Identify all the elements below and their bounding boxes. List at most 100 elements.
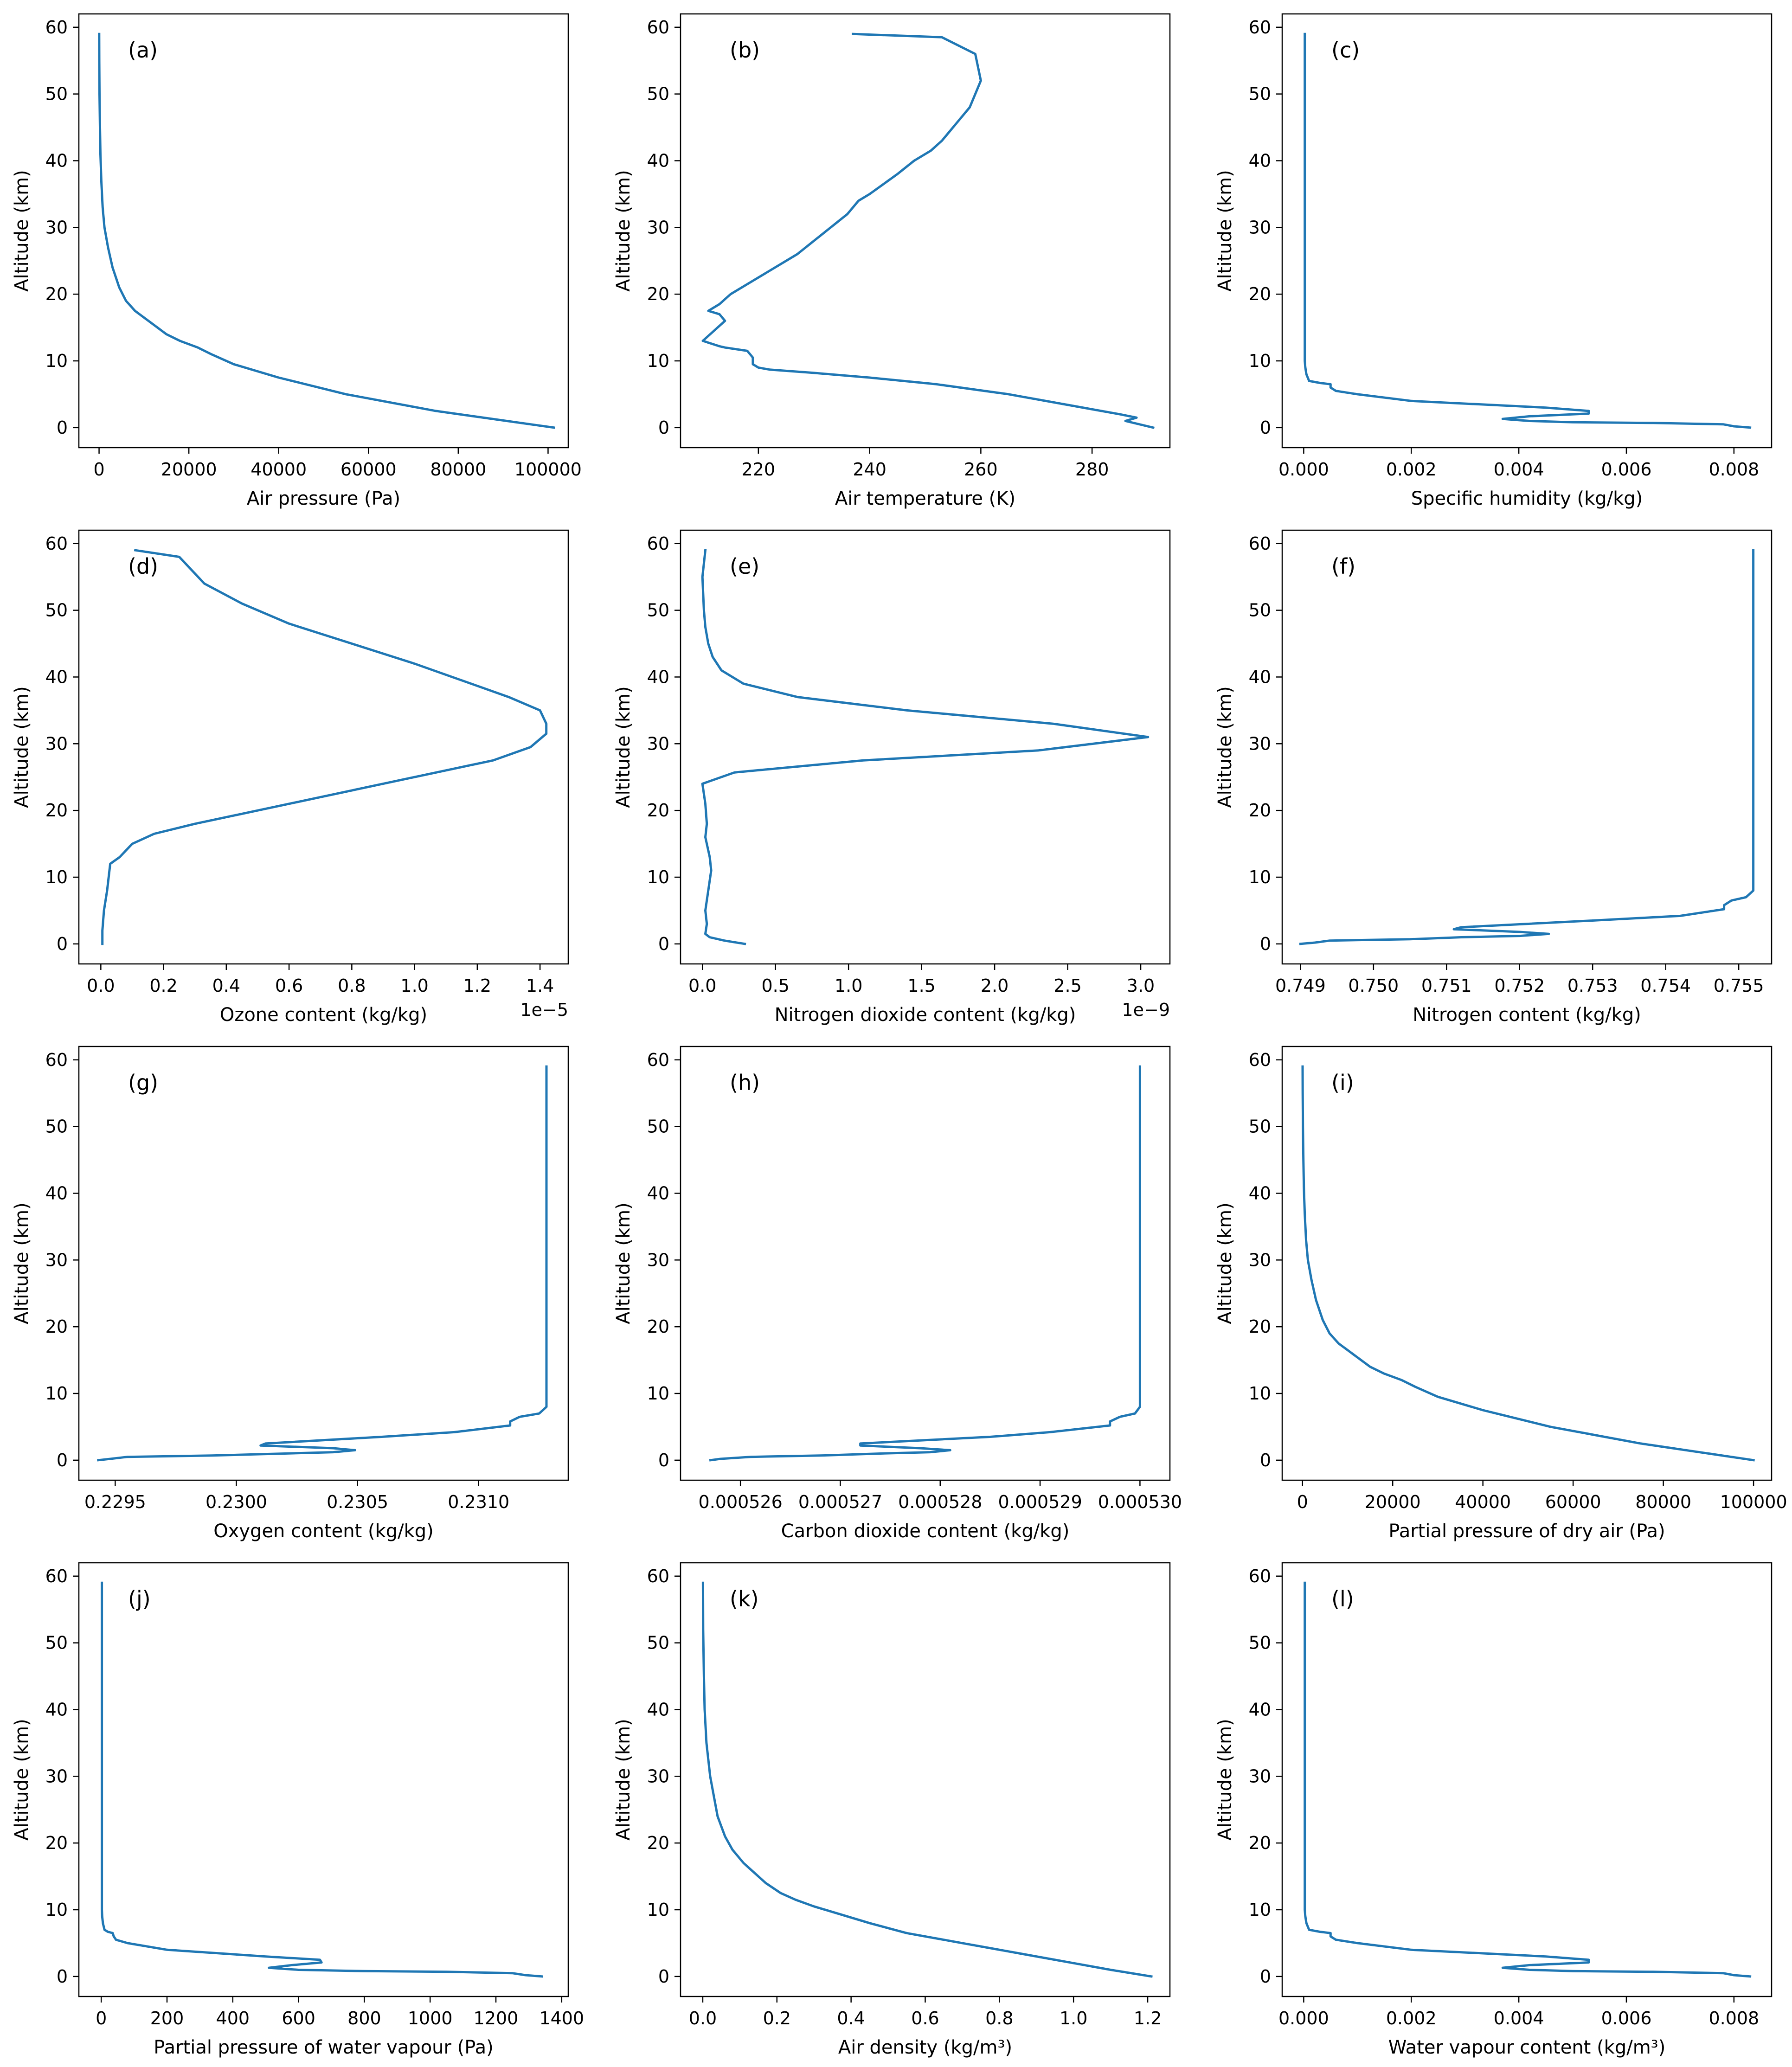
y-tick-label-g: 10 [45, 1383, 68, 1404]
x-tick-label-j: 0 [96, 2008, 107, 2028]
y-tick-label-f: 40 [1249, 667, 1271, 687]
y-axis-label-a: Altitude (km) [11, 170, 32, 291]
x-tick-label-i: 20000 [1365, 1492, 1421, 1512]
y-tick-label-j: 10 [45, 1900, 68, 1920]
y-tick-label-g: 20 [45, 1316, 68, 1337]
y-tick-label-g: 50 [45, 1117, 68, 1137]
y-tick-label-c: 0 [1260, 417, 1271, 438]
y-tick-label-b: 60 [647, 17, 669, 38]
x-tick-label-a: 60000 [340, 459, 397, 480]
x-tick-label-j: 1400 [539, 2008, 584, 2028]
panel-c: 0.000 0.002 0.004 0.006 0.008 0 10 20 30 40 50 60 Sp… [1214, 13, 1773, 509]
x-tick-label-d: 0.6 [275, 976, 303, 996]
x-axis-label-b: Air temperature (K) [835, 488, 1015, 509]
y-tick-label-a: 40 [45, 150, 68, 171]
y-tick-label-a: 10 [45, 351, 68, 371]
y-axis-label-f: Altitude (km) [1214, 686, 1236, 808]
y-tick-label-e: 0 [658, 934, 669, 954]
panel-j: 0 200 400 600 800 1000 1200 1400 0 10 20 30 40 50 60 Pa… [11, 1562, 584, 2058]
x-tick-label-k: 0.8 [985, 2008, 1013, 2028]
x-tick-label-h: 0.000530 [1098, 1492, 1182, 1512]
axes-frame-i [1281, 1046, 1773, 1481]
x-tick-label-d: 0.0 [87, 976, 115, 996]
y-tick-label-c: 10 [1249, 351, 1271, 371]
x-tick-label-e: 1.0 [835, 976, 862, 996]
x-axis-label-h: Carbon dioxide content (kg/kg) [781, 1521, 1070, 1542]
x-tick-label-e: 3.0 [1127, 976, 1155, 996]
x-tick-label-c: 0.002 [1386, 459, 1437, 480]
y-tick-label-h: 20 [647, 1316, 669, 1337]
y-tick-label-k: 20 [647, 1833, 669, 1853]
x-tick-label-l: 0.004 [1494, 2008, 1544, 2028]
panel-g: 0.2295 0.2300 0.2305 0.2310 0 10 20 30 40 50 60 Oxy… [11, 1046, 569, 1542]
panel-label-c: (c) [1331, 38, 1360, 63]
panel-b: 220 240 260 280 0 10 20 30 40 50 60 Air temperature… [613, 13, 1171, 509]
y-tick-label-j: 30 [45, 1766, 68, 1786]
y-tick-label-g: 0 [57, 1450, 68, 1470]
x-tick-label-h: 0.000528 [898, 1492, 982, 1512]
y-tick-label-j: 40 [45, 1699, 68, 1720]
y-tick-label-f: 60 [1249, 533, 1271, 554]
y-tick-label-d: 30 [45, 733, 68, 754]
y-tick-label-d: 40 [45, 667, 68, 687]
panel-label-b: (b) [730, 38, 760, 63]
y-tick-label-h: 60 [647, 1050, 669, 1070]
x-axis-label-d: Ozone content (kg/kg) [220, 1004, 427, 1026]
x-offset-text-d: 1e−5 [520, 1000, 568, 1020]
x-tick-label-g: 0.2305 [327, 1492, 388, 1512]
axes-frame-h [680, 1046, 1171, 1481]
x-tick-label-l: 0.000 [1278, 2008, 1329, 2028]
x-tick-label-b: 280 [1075, 459, 1109, 480]
panel-label-k: (k) [730, 1586, 759, 1611]
x-tick-label-l: 0.006 [1601, 2008, 1652, 2028]
y-tick-label-c: 30 [1249, 217, 1271, 238]
y-tick-label-c: 20 [1249, 284, 1271, 304]
x-tick-label-l: 0.008 [1709, 2008, 1759, 2028]
y-tick-label-h: 30 [647, 1250, 669, 1270]
x-tick-label-e: 2.0 [981, 976, 1008, 996]
x-tick-label-l: 0.002 [1386, 2008, 1437, 2028]
x-tick-label-f: 0.749 [1275, 976, 1326, 996]
x-tick-label-d: 1.2 [463, 976, 491, 996]
x-tick-label-i: 60000 [1545, 1492, 1601, 1512]
x-tick-label-k: 0.4 [837, 2008, 865, 2028]
y-axis-label-c: Altitude (km) [1214, 170, 1236, 291]
x-tick-label-d: 0.8 [338, 976, 366, 996]
y-tick-label-l: 60 [1249, 1566, 1271, 1586]
x-tick-label-g: 0.2295 [84, 1492, 146, 1512]
y-tick-label-k: 50 [647, 1633, 669, 1653]
y-tick-label-a: 0 [57, 417, 68, 438]
x-tick-label-j: 1000 [408, 2008, 453, 2028]
y-tick-label-c: 40 [1249, 150, 1271, 171]
x-tick-label-d: 0.2 [149, 976, 177, 996]
y-axis-label-e: Altitude (km) [613, 686, 634, 808]
y-tick-label-j: 50 [45, 1633, 68, 1653]
series-line-c [1304, 32, 1752, 429]
x-tick-label-j: 200 [150, 2008, 184, 2028]
y-tick-label-h: 40 [647, 1183, 669, 1203]
y-tick-label-b: 0 [658, 417, 669, 438]
x-tick-label-d: 0.4 [212, 976, 240, 996]
y-tick-label-e: 20 [647, 800, 669, 821]
x-tick-label-a: 0 [93, 459, 104, 480]
x-tick-label-b: 260 [964, 459, 998, 480]
x-tick-label-c: 0.006 [1601, 459, 1652, 480]
y-tick-label-f: 20 [1249, 800, 1271, 821]
axes-frame-b [680, 13, 1171, 449]
x-tick-label-b: 220 [742, 459, 776, 480]
y-tick-label-h: 10 [647, 1383, 669, 1404]
y-tick-label-e: 40 [647, 667, 669, 687]
y-tick-label-c: 60 [1249, 17, 1271, 38]
y-axis-label-h: Altitude (km) [613, 1202, 634, 1324]
y-tick-label-i: 10 [1249, 1383, 1271, 1404]
x-tick-label-h: 0.000526 [699, 1492, 783, 1512]
axes-frame-c [1281, 13, 1773, 449]
y-tick-label-d: 0 [57, 934, 68, 954]
x-tick-label-e: 1.5 [907, 976, 935, 996]
x-tick-label-e: 0.5 [761, 976, 789, 996]
y-tick-label-b: 20 [647, 284, 669, 304]
axes-frame-e [680, 529, 1171, 965]
y-tick-label-b: 30 [647, 217, 669, 238]
x-tick-label-k: 1.0 [1060, 2008, 1087, 2028]
